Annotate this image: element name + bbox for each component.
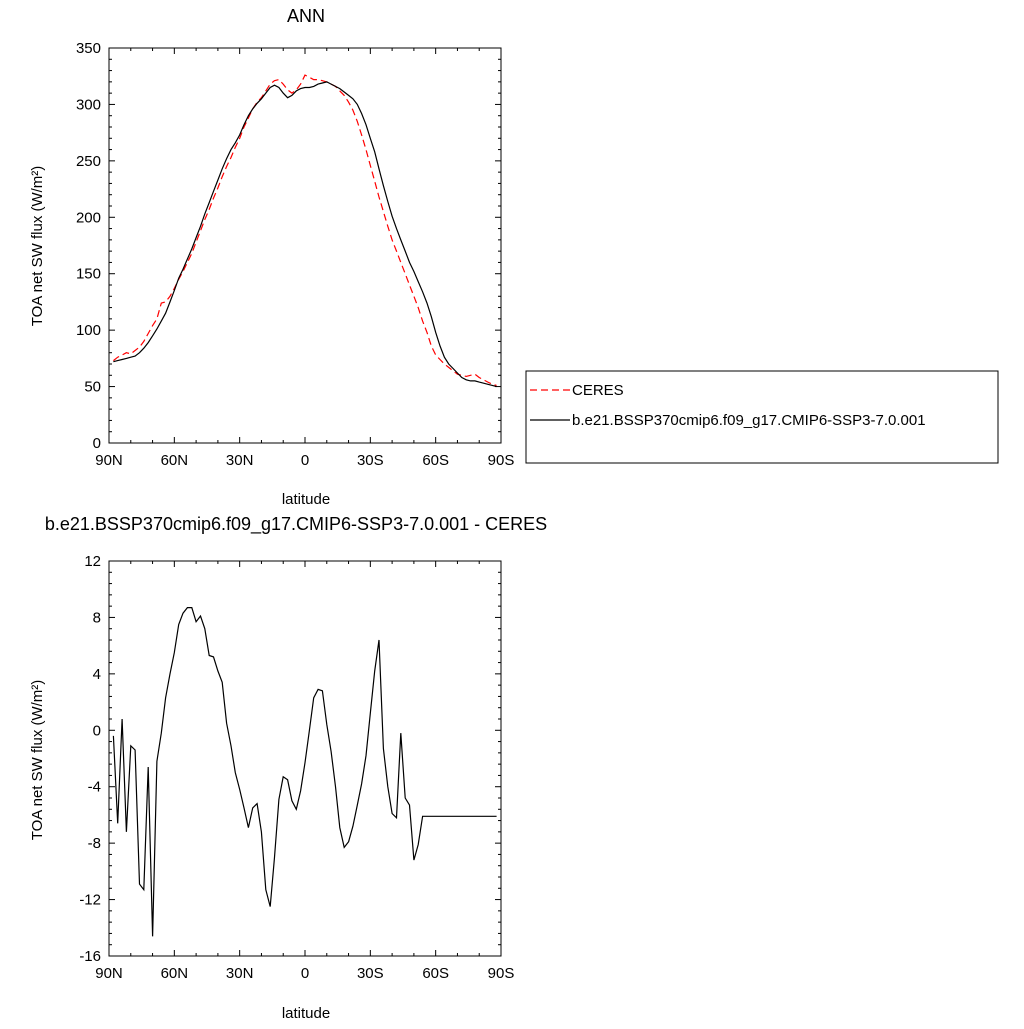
legend: CERES b.e21.BSSP370cmip6.f09_g17.CMIP6-S… [525, 370, 999, 464]
y-tick-label: 100 [76, 322, 101, 339]
bottom-panel-title: b.e21.BSSP370cmip6.f09_g17.CMIP6-SSP3-7.… [45, 514, 547, 535]
y-tick-label: 8 [93, 609, 101, 626]
y-tick-label: 4 [93, 666, 101, 683]
legend-label-ceres: CERES [572, 382, 624, 399]
x-tick-label: 0 [301, 452, 309, 469]
y-tick-label: -8 [88, 835, 101, 852]
y-tick-label: 12 [84, 553, 101, 570]
x-tick-label: 30S [357, 965, 384, 982]
x-tick-label: 90N [95, 452, 123, 469]
y-tick-label: 150 [76, 266, 101, 283]
y-tick-label: 0 [93, 435, 101, 452]
plot-frame [108, 47, 502, 444]
x-tick-label: 90S [488, 452, 515, 469]
x-tick-label: 60N [161, 452, 189, 469]
x-tick-label: 90N [95, 965, 123, 982]
y-tick-label: -16 [79, 948, 101, 965]
y-tick-label: 250 [76, 153, 101, 170]
top-panel-title: ANN [287, 6, 325, 26]
series-line-difference [112, 607, 497, 937]
x-tick-label: 30N [226, 452, 254, 469]
bottom-x-axis-title: latitude [282, 1005, 330, 1022]
y-tick-label: 200 [76, 209, 101, 226]
x-tick-label: 0 [301, 965, 309, 982]
series-line-model [113, 81, 497, 388]
bottom-plot-area: -16 -12 -8 -4 0 4 8 12 90N 60N 30N 0 30S 60S 90S [79, 553, 514, 982]
legend-box [525, 370, 999, 464]
bottom-y-axis-title: TOA net SW flux (W/m²) [29, 680, 46, 841]
x-tick-label: 30S [357, 452, 384, 469]
top-y-axis-title: TOA net SW flux (W/m²) [29, 166, 46, 327]
y-tick-label: -4 [88, 779, 101, 796]
x-tick-label: 60S [422, 965, 449, 982]
series-line-ceres [113, 74, 497, 386]
top-panel: ANN 0 50 100 150 200 250 300 350 90N 60N 30N 0 30S 60… [29, 6, 999, 508]
y-tick-label: 50 [84, 379, 101, 396]
y-tick-label: 350 [76, 40, 101, 57]
y-tick-label: 0 [93, 722, 101, 739]
bottom-panel: b.e21.BSSP370cmip6.f09_g17.CMIP6-SSP3-7.… [29, 514, 547, 1022]
y-tick-label: 300 [76, 96, 101, 113]
y-tick-label: -12 [79, 892, 101, 909]
legend-label-model: b.e21.BSSP370cmip6.f09_g17.CMIP6-SSP3-7.… [572, 412, 926, 429]
top-x-axis-title: latitude [282, 491, 330, 508]
x-tick-label: 60S [422, 452, 449, 469]
x-tick-label: 60N [161, 965, 189, 982]
x-tick-label: 30N [226, 965, 254, 982]
x-tick-label: 90S [488, 965, 515, 982]
top-plot-area: 0 50 100 150 200 250 300 350 90N 60N 30N 0 30S 60S 90S [76, 40, 514, 469]
